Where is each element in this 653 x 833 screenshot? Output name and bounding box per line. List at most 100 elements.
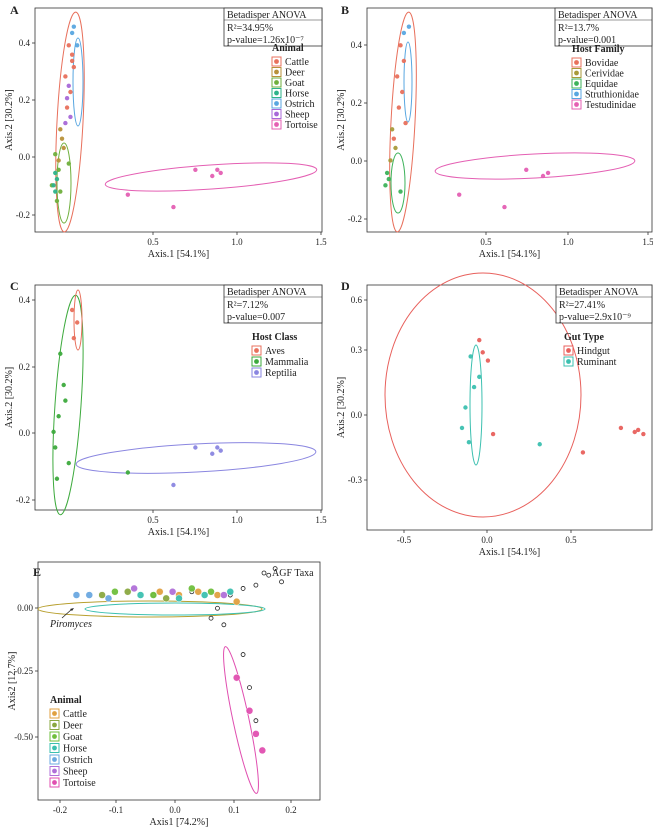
point-sheep xyxy=(130,584,138,593)
ellipse-bovidae xyxy=(389,11,417,233)
legend-title: Host Family xyxy=(572,44,625,55)
point-ostrich xyxy=(85,591,94,599)
anova-p: p-value=0.001 xyxy=(558,35,616,46)
point-hindgut xyxy=(580,450,586,455)
x-axis-label: Axis.1 [54.1%] xyxy=(479,249,540,260)
ellipse-tortoise xyxy=(223,646,259,794)
point-sheep xyxy=(168,588,177,596)
ellipse-goat xyxy=(56,142,72,224)
point-cattle xyxy=(69,58,75,64)
point-sheep xyxy=(66,83,71,88)
point-hindgut xyxy=(635,427,641,433)
ellipse-hindgut xyxy=(384,272,582,518)
point-testudinidae xyxy=(524,167,529,172)
point-struthionidae xyxy=(406,24,412,29)
x-tick-label: -0.2 xyxy=(53,805,67,815)
x-tick-label: 1.5 xyxy=(642,237,653,247)
taxa-key xyxy=(261,570,267,576)
point-cattle xyxy=(156,588,164,596)
plot-frame xyxy=(37,561,321,801)
plot-frame xyxy=(34,284,323,511)
legend-swatch xyxy=(52,768,57,774)
point-testudinidae xyxy=(545,170,551,176)
point-aves xyxy=(75,320,80,325)
legend-label: Cattle xyxy=(63,709,87,720)
legend-label: Ostrich xyxy=(63,755,92,766)
y-axis-label: Axis.2 [30.2%] xyxy=(336,377,347,438)
x-tick-label: 0.5 xyxy=(147,237,159,247)
point-mammalia xyxy=(54,476,60,481)
point-ruminant xyxy=(471,384,477,390)
point-reptilia xyxy=(193,445,198,450)
legend-swatch xyxy=(274,122,279,127)
anova-r2: R²=13.7% xyxy=(558,23,599,34)
taxa-point xyxy=(215,605,220,611)
y-tick-label: -0.50 xyxy=(14,732,33,742)
x-axis-label: Axis.1 [54.1%] xyxy=(148,527,209,538)
panel-D: D -0.5 0.0 0.5 0.6 0.3 0.0 -0.3 Axis.1 [54.1%] Ax… xyxy=(336,272,653,558)
point-ruminant xyxy=(537,442,542,447)
legend-swatch xyxy=(274,80,279,85)
y-tick-label: 0.3 xyxy=(351,345,363,355)
legend-label: Reptilia xyxy=(265,368,297,379)
point-deer xyxy=(98,591,106,599)
point-goat xyxy=(149,591,158,599)
plot-frame xyxy=(366,7,653,233)
ellipse-testudinidae xyxy=(434,152,636,180)
point-equidae xyxy=(398,189,403,194)
point-ruminant xyxy=(459,425,465,431)
point-tortoise xyxy=(252,730,260,738)
point-cattle xyxy=(69,52,75,57)
legend-swatch xyxy=(52,722,57,728)
legend-swatch xyxy=(52,757,57,762)
point-cerividae xyxy=(388,158,393,163)
legend-label: Goat xyxy=(285,78,305,89)
panel-B: B 0.5 1.0 1.5 0.4 0.2 0.0 -0.2 Axis.1 [54.1%] Axi… xyxy=(336,3,653,260)
point-goat xyxy=(53,152,58,157)
x-axis-label: Axis.1 [54.1%] xyxy=(479,547,540,558)
x-tick-label: -0.1 xyxy=(109,805,123,815)
point-bovidae xyxy=(400,89,405,95)
point-sheep xyxy=(220,591,228,599)
anova-box xyxy=(555,284,653,324)
point-bovidae xyxy=(398,43,403,48)
point-ruminant xyxy=(463,405,468,410)
point-reptilia xyxy=(218,448,223,453)
point-bovidae xyxy=(391,136,397,141)
point-tortoise xyxy=(232,673,241,682)
taxa-point xyxy=(208,615,214,621)
legend-title: Animal xyxy=(272,43,304,54)
point-equidae xyxy=(384,170,390,176)
point-cattle xyxy=(66,43,71,48)
point-mammalia xyxy=(56,414,61,419)
ellipse-ostrich xyxy=(72,37,84,127)
point-goat xyxy=(188,584,196,593)
y-tick-label: -0.2 xyxy=(16,495,30,505)
point-horse xyxy=(51,183,56,188)
y-tick-label: 0.0 xyxy=(19,428,31,438)
legend-label: Tortoise xyxy=(285,120,318,131)
legend-label: Struthionidae xyxy=(585,90,639,101)
point-deer xyxy=(61,145,66,151)
taxa-point xyxy=(240,586,246,591)
ellipse-mammalia xyxy=(52,294,84,516)
legend-title: Animal xyxy=(50,695,82,706)
legend-swatch xyxy=(274,69,279,75)
y-tick-label: -0.2 xyxy=(348,214,362,224)
panel-label: A xyxy=(10,3,19,17)
anova-title: Betadisper ANOVA xyxy=(558,10,638,21)
point-horse xyxy=(54,176,60,182)
panel-label: B xyxy=(341,3,349,17)
taxa-point xyxy=(247,685,252,691)
point-mammalia xyxy=(63,398,68,403)
x-axis-label: Axis.1 [54.1%] xyxy=(148,249,209,260)
plot-frame xyxy=(34,7,323,233)
piromyces-arrowhead xyxy=(70,608,74,611)
point-hindgut xyxy=(480,350,485,355)
y-tick-label: 0.4 xyxy=(19,295,31,305)
point-mammalia xyxy=(125,470,131,475)
x-tick-label: 1.0 xyxy=(562,237,574,247)
legend-swatch xyxy=(574,81,579,86)
x-tick-label: 1.5 xyxy=(315,237,327,247)
